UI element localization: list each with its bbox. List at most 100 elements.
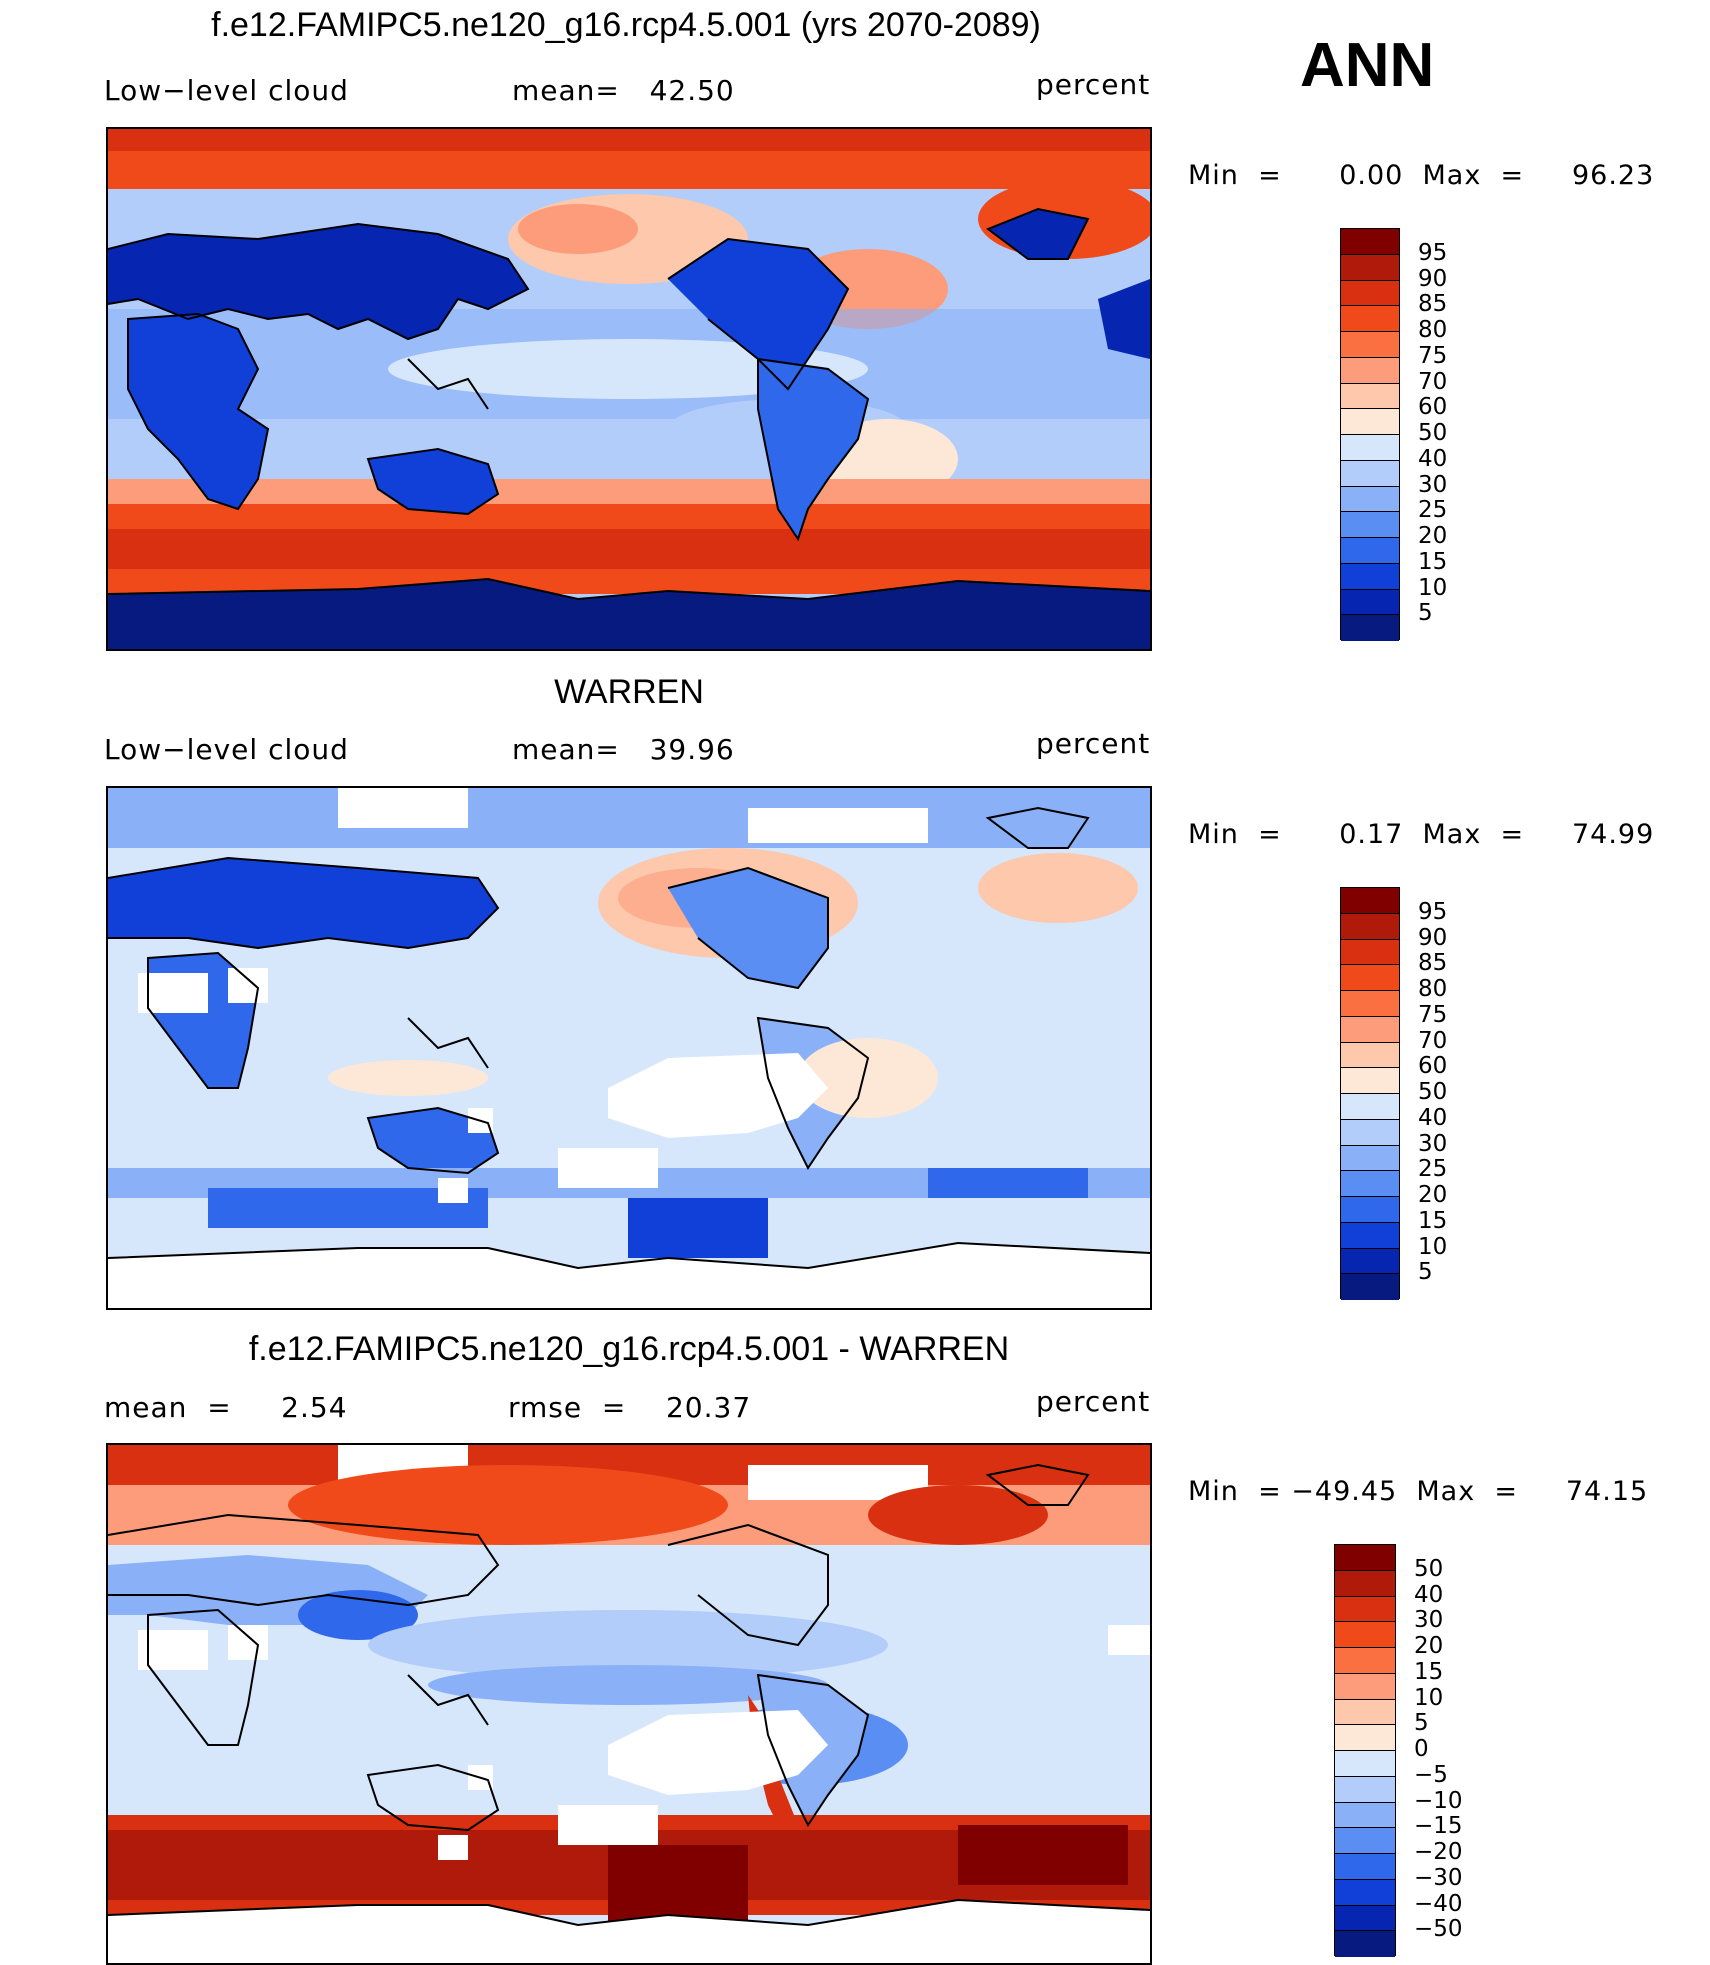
panel2-variable-label: Low−level cloud [104,733,349,766]
panel3-colorbar-swatch [1335,1879,1395,1906]
panel3-colorbar-tick-label: 10 [1414,1684,1444,1711]
panel2-colorbar-swatch [1341,1042,1399,1069]
panel1-colorbar-swatch [1341,254,1399,281]
panel3-rmse-label: rmse = 20.37 [508,1391,752,1424]
panel2-colorbar-tick-label: 85 [1418,950,1448,977]
panel2-colorbar-swatch [1341,1094,1399,1120]
panel3-colorbar-swatch [1335,1725,1395,1751]
panel3-map [106,1443,1152,1965]
panel1-colorbar-tick-label: 75 [1418,342,1448,369]
panel1-colorbar-tick-label: 10 [1418,574,1448,601]
panel3-colorbar-tick-label: 30 [1414,1607,1444,1634]
panel3-colorbar-tick-label: 50 [1414,1555,1444,1582]
panel3-colorbar-swatch [1335,1802,1395,1829]
panel3-colorbar-swatch [1335,1699,1395,1726]
panel3-colorbar-swatch [1335,1622,1395,1648]
panel3-colorbar-swatch [1335,1854,1395,1880]
panel1-colorbar-tick-label: 40 [1418,445,1448,472]
panel2-map [106,786,1152,1310]
panel3-colorbar-tick-label: 15 [1414,1658,1444,1685]
panel2-colorbar-tick-label: 15 [1418,1207,1448,1234]
panel1-colorbar-tick-label: 80 [1418,317,1448,343]
panel3-colorbar-swatch [1335,1905,1395,1932]
panel2-mean-label: mean= 39.96 [512,733,735,766]
panel3-colorbar-swatch [1335,1751,1395,1777]
panel3-colorbar-tick-label: 40 [1414,1581,1444,1608]
panel1-colorbar-swatch [1341,306,1399,332]
panel3-colorbar-tick-label: 20 [1414,1633,1444,1659]
panel1-colorbar-tick-label: 20 [1418,523,1448,549]
panel1-colorbar-swatch [1341,615,1399,641]
panel2-colorbar-ticks: 95 90 85 80 75 70 60 50 40 30 25 20 15 10 5 [1418,887,1478,1299]
panel3-colorbar-tick-label: −20 [1414,1839,1463,1865]
panel2-colorbar-swatch [1341,1068,1399,1094]
panel1-colorbar-tick-label: 90 [1418,265,1448,292]
panel2-colorbar-tick-label: 50 [1418,1079,1448,1105]
panel1-colorbar-swatch [1341,460,1399,487]
panel1-colorbar-tick-label: 5 [1418,600,1433,627]
panel2-colorbar-swatch [1341,1119,1399,1146]
panel3-colorbar-swatch [1335,1828,1395,1854]
panel3-colorbar-swatch [1335,1931,1395,1957]
panel2-colorbar-swatch [1341,965,1399,991]
panel2-colorbar-tick-label: 10 [1418,1233,1448,1260]
panel1-map [106,127,1152,651]
panel3-colorbar-tick-label: −40 [1414,1890,1463,1917]
panel2-title: WARREN [554,673,704,711]
panel3-colorbar-swatch [1335,1545,1395,1571]
panel1-colorbar-swatch [1341,409,1399,435]
panel2-colorbar-swatch [1341,1145,1399,1172]
panel1-colorbar-tick-label: 30 [1418,471,1448,498]
panel1-map-svg [108,129,1150,649]
panel2-colorbar-tick-label: 25 [1418,1156,1448,1183]
panel3-map-svg [108,1445,1150,1963]
panel1-colorbar-tick-label: 95 [1418,239,1448,266]
panel2-colorbar-swatch [1341,1274,1399,1300]
panel1-colorbar-tick-label: 70 [1418,368,1448,395]
panel2-colorbar-tick-label: 90 [1418,924,1448,951]
panel1-variable-label: Low−level cloud [104,74,349,107]
panel1-colorbar-swatch [1341,357,1399,384]
panel3-units-label: percent [1036,1385,1151,1418]
panel1-colorbar-ticks: 95 90 85 80 75 70 60 50 40 30 25 20 15 10 5 [1418,228,1478,640]
panel1-colorbar-swatch [1341,229,1399,255]
panel2-colorbar-tick-label: 40 [1418,1104,1448,1131]
panel2-colorbar [1340,887,1400,1300]
panel1-colorbar-swatch [1341,563,1399,590]
panel1-title: f.e12.FAMIPC5.ne120_g16.rcp4.5.001 (yrs … [211,6,1041,44]
panel2-colorbar-swatch [1341,1171,1399,1197]
panel1-colorbar-swatch [1341,332,1399,358]
panel3-mean-label: mean = 2.54 [104,1391,348,1424]
panel2-colorbar-tick-label: 75 [1418,1001,1448,1028]
panel1-colorbar-swatch [1341,512,1399,538]
panel2-map-svg [108,788,1150,1308]
panel2-colorbar-tick-label: 30 [1418,1130,1448,1157]
panel2-colorbar-swatch [1341,939,1399,966]
panel3-colorbar-tick-label: −10 [1414,1787,1463,1814]
panel2-colorbar-swatch [1341,1248,1399,1275]
panel3-colorbar-tick-label: −50 [1414,1916,1463,1943]
panel2-colorbar-swatch [1341,1222,1399,1249]
panel2-colorbar-swatch [1341,991,1399,1017]
panel1-mean-label: mean= 42.50 [512,74,735,107]
panel1-colorbar-swatch [1341,383,1399,410]
panel3-title: f.e12.FAMIPC5.ne120_g16.rcp4.5.001 - WAR… [248,1330,1010,1368]
panel2-colorbar-tick-label: 70 [1418,1027,1448,1054]
panel2-colorbar-tick-label: 60 [1418,1053,1448,1080]
panel3-colorbar [1334,1544,1396,1957]
season-label: ANN [1300,31,1435,100]
panel1-units-label: percent [1036,68,1151,101]
panel3-colorbar-swatch [1335,1673,1395,1700]
panel2-colorbar-tick-label: 80 [1418,976,1448,1002]
panel2-colorbar-swatch [1341,913,1399,940]
panel3-colorbar-swatch [1335,1570,1395,1597]
panel3-colorbar-swatch [1335,1648,1395,1674]
panel3-colorbar-tick-label: 0 [1414,1736,1429,1762]
panel1-colorbar-tick-label: 15 [1418,548,1448,575]
panel3-colorbar-swatch [1335,1776,1395,1803]
panel1-colorbar-tick-label: 50 [1418,420,1448,446]
panel1-colorbar-swatch [1341,589,1399,616]
panel1-colorbar [1340,228,1400,641]
panel3-colorbar-tick-label: −5 [1414,1761,1448,1788]
panel2-units-label: percent [1036,727,1151,760]
